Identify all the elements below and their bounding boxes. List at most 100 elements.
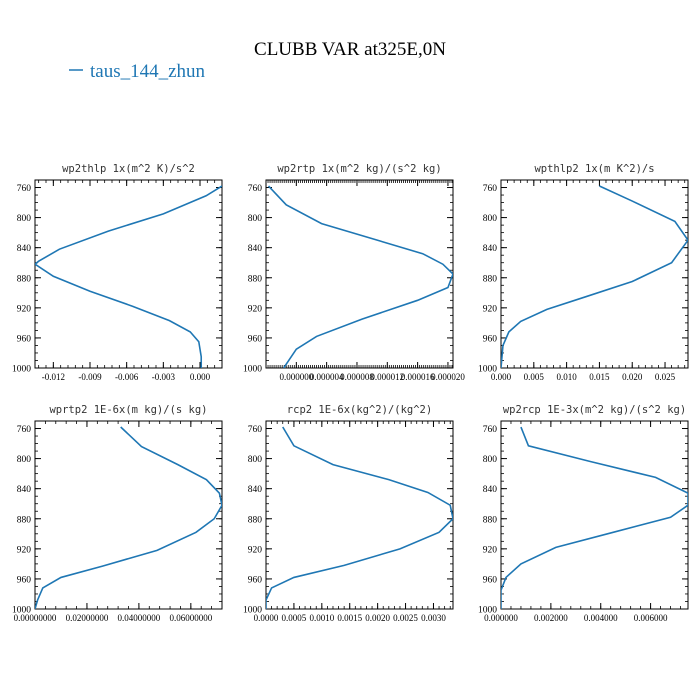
y-tick-label: 800 — [483, 455, 498, 465]
x-tick-label: 0.0020 — [365, 613, 390, 623]
y-tick-label: 760 — [17, 184, 32, 194]
panel-4: wprtp2 1E-6x(m kg)/(s kg) 760 800 840 880 920… — [12, 404, 223, 623]
y-tick-label: 760 — [483, 425, 498, 435]
y-tick-label: 840 — [483, 244, 498, 254]
x-tick-label: 0.000012 — [370, 372, 404, 382]
x-tick-label: 0.010 — [556, 372, 577, 382]
x-tick-label: 0.0030 — [421, 613, 446, 623]
y-tick-label: 840 — [248, 244, 263, 254]
x-tick-label: -0.012 — [42, 372, 65, 382]
y-tick-label: 960 — [248, 575, 263, 585]
y-tick-label: 840 — [17, 244, 32, 254]
series-line — [501, 185, 688, 368]
series-line — [35, 185, 222, 368]
x-tick-label: 0.000020 — [431, 372, 465, 382]
y-tick-label: 760 — [248, 184, 263, 194]
x-tick-label: -0.009 — [78, 372, 102, 382]
y-tick-label: 1000 — [12, 365, 31, 375]
x-tick-label: 0.0015 — [337, 613, 362, 623]
y-tick-label: 880 — [17, 274, 32, 284]
y-tick-label: 960 — [17, 334, 32, 344]
y-tick-label: 960 — [483, 575, 498, 585]
y-tick-label: 920 — [17, 304, 32, 314]
x-tick-label: 0.004000 — [584, 613, 618, 623]
y-tick-label: 760 — [17, 425, 32, 435]
y-tick-label: 800 — [483, 214, 498, 224]
y-tick-label: 880 — [248, 274, 263, 284]
x-tick-label: 0.02000000 — [66, 613, 109, 623]
y-tick-label: 1000 — [12, 606, 31, 616]
x-tick-label: 0.0025 — [393, 613, 418, 623]
x-tick-label: 0.0010 — [309, 613, 334, 623]
y-tick-label: 1000 — [478, 606, 497, 616]
y-tick-label: 760 — [248, 425, 263, 435]
y-tick-label: 960 — [483, 334, 498, 344]
y-tick-label: 1000 — [478, 365, 497, 375]
y-tick-label: 1000 — [243, 365, 262, 375]
x-tick-label: 0.000000 — [484, 613, 518, 623]
y-tick-label: 880 — [17, 515, 32, 525]
legend-label: taus_144_zhun — [90, 61, 206, 82]
x-tick-label: 0.005 — [524, 372, 545, 382]
y-tick-label: 800 — [17, 214, 32, 224]
x-tick-label: 0.002000 — [534, 613, 568, 623]
x-tick-label: 0.06000000 — [169, 613, 212, 623]
x-tick-label: 0.00000000 — [14, 613, 57, 623]
series-line — [266, 426, 453, 609]
panel-2: wp2rtp 1x(m^2 kg)/(s^2 kg) 760 800 840 880 92… — [243, 163, 465, 382]
y-tick-label: 920 — [248, 545, 263, 555]
figure-title: CLUBB VAR at325E,0N — [254, 39, 446, 60]
panel-frame — [500, 420, 689, 610]
panel-title: wp2rcp 1E-3x(m^2 kg)/(s^2 kg) — [503, 404, 686, 416]
panel-3: wpthlp2 1x(m K^2)/s 760 800 840 880 920 960 100… — [478, 163, 689, 382]
y-tick-label: 880 — [248, 515, 263, 525]
x-tick-label: 0.020 — [622, 372, 643, 382]
panel-title: wpthlp2 1x(m K^2)/s — [534, 163, 654, 175]
panel-frame — [265, 420, 454, 610]
x-tick-label: 0.006000 — [634, 613, 668, 623]
panel-frame — [34, 179, 223, 369]
y-tick-label: 760 — [483, 184, 498, 194]
y-tick-label: 920 — [248, 304, 263, 314]
x-tick-label: -0.003 — [152, 372, 176, 382]
x-tick-label: 0.025 — [655, 372, 676, 382]
series-line — [267, 185, 453, 368]
x-tick-label: -0.006 — [115, 372, 139, 382]
panel-title: rcp2 1E-6x(kg^2)/(kg^2) — [287, 404, 432, 416]
x-tick-label: 0.000 — [491, 372, 512, 382]
y-tick-label: 800 — [248, 214, 263, 224]
x-tick-label: 0.000 — [190, 372, 211, 382]
series-line — [35, 426, 222, 609]
y-tick-label: 800 — [248, 455, 263, 465]
y-tick-label: 840 — [248, 485, 263, 495]
x-tick-label: 0.0000 — [254, 613, 279, 623]
y-tick-label: 920 — [483, 545, 498, 555]
x-tick-label: 0.000004 — [310, 372, 344, 382]
x-tick-label: 0.015 — [589, 372, 610, 382]
panel-frame — [34, 420, 223, 610]
y-tick-label: 840 — [17, 485, 32, 495]
y-tick-label: 880 — [483, 274, 498, 284]
panel-6: wp2rcp 1E-3x(m^2 kg)/(s^2 kg) 760 800 840 88… — [478, 404, 689, 623]
x-tick-label: 0.04000000 — [118, 613, 161, 623]
panel-title: wp2thlp 1x(m^2 K)/s^2 — [62, 163, 195, 175]
y-tick-label: 960 — [248, 334, 263, 344]
y-tick-label: 840 — [483, 485, 498, 495]
x-tick-label: 0.0005 — [282, 613, 307, 623]
panel-5: rcp2 1E-6x(kg^2)/(kg^2) 760 800 840 880 920 96… — [243, 404, 454, 623]
y-tick-label: 800 — [17, 455, 32, 465]
x-tick-label: 0.000016 — [401, 372, 435, 382]
y-tick-label: 960 — [17, 575, 32, 585]
panels-grid: wp2thlp 1x(m^2 K)/s^2 760 800 840 880 920 960 1… — [12, 163, 689, 623]
panel-frame — [500, 179, 689, 369]
x-tick-label: 0.000000 — [279, 372, 313, 382]
y-tick-label: 1000 — [243, 606, 262, 616]
panel-title: wprtp2 1E-6x(m kg)/(s kg) — [49, 404, 207, 416]
series-line — [501, 426, 688, 609]
panel-1: wp2thlp 1x(m^2 K)/s^2 760 800 840 880 920 960 1… — [12, 163, 223, 382]
y-tick-label: 920 — [483, 304, 498, 314]
y-tick-label: 880 — [483, 515, 498, 525]
x-tick-label: 0.000008 — [340, 372, 374, 382]
panel-title: wp2rtp 1x(m^2 kg)/(s^2 kg) — [277, 163, 441, 175]
